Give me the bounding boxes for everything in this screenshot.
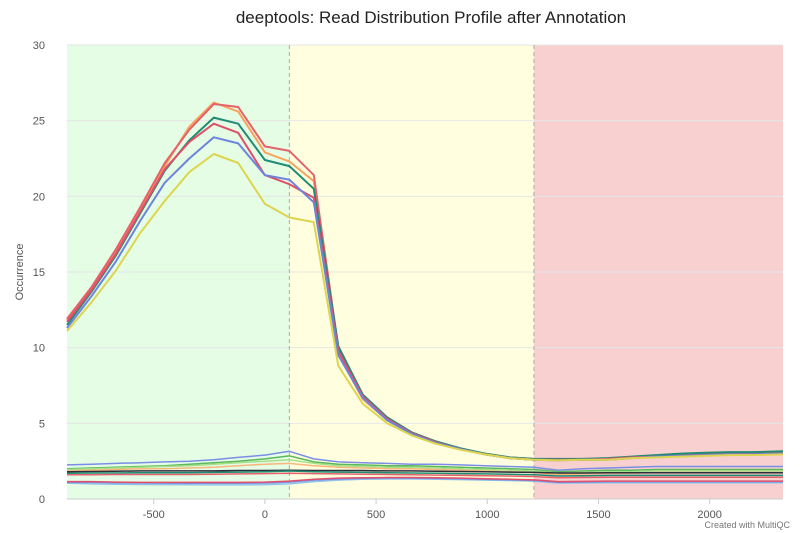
series-line-16[interactable] (67, 476, 783, 484)
credit-text: Created with MultiQC (704, 520, 790, 530)
y-tick-label: 25 (33, 116, 45, 128)
series-lines (66, 101, 784, 486)
y-tick-label: 30 (33, 40, 45, 52)
series-line-12[interactable] (66, 470, 783, 477)
gridlines (67, 44, 783, 500)
series-line-8[interactable] (66, 455, 783, 473)
x-tick-label: 1000 (475, 509, 499, 521)
series-line-9[interactable] (66, 458, 783, 475)
x-tick-label: 1500 (586, 509, 610, 521)
series-line-6[interactable] (66, 153, 784, 462)
series-line-11[interactable] (66, 469, 783, 474)
series-line-7[interactable] (66, 450, 783, 471)
y-axis-label: Occurrence (14, 244, 26, 301)
region-boundaries (288, 45, 535, 499)
x-tick-label: 2000 (697, 509, 721, 521)
y-axis: 0 5 10 15 20 25 30 (33, 40, 45, 506)
x-tick-label: -500 (143, 509, 165, 521)
y-tick-label: 0 (39, 494, 45, 506)
y-tick-label: 10 (33, 343, 45, 355)
x-tick-label: 0 (262, 509, 268, 521)
y-tick-label: 5 (39, 418, 45, 430)
x-tick-label: 500 (367, 509, 385, 521)
x-axis: -500 0 500 1000 1500 2000 (143, 499, 722, 521)
y-tick-label: 15 (33, 267, 45, 279)
series-line-13[interactable] (67, 472, 783, 479)
y-tick-label: 20 (33, 191, 45, 203)
series-line-14[interactable] (66, 478, 783, 486)
chart-title: deeptools: Read Distribution Profile aft… (235, 8, 627, 27)
